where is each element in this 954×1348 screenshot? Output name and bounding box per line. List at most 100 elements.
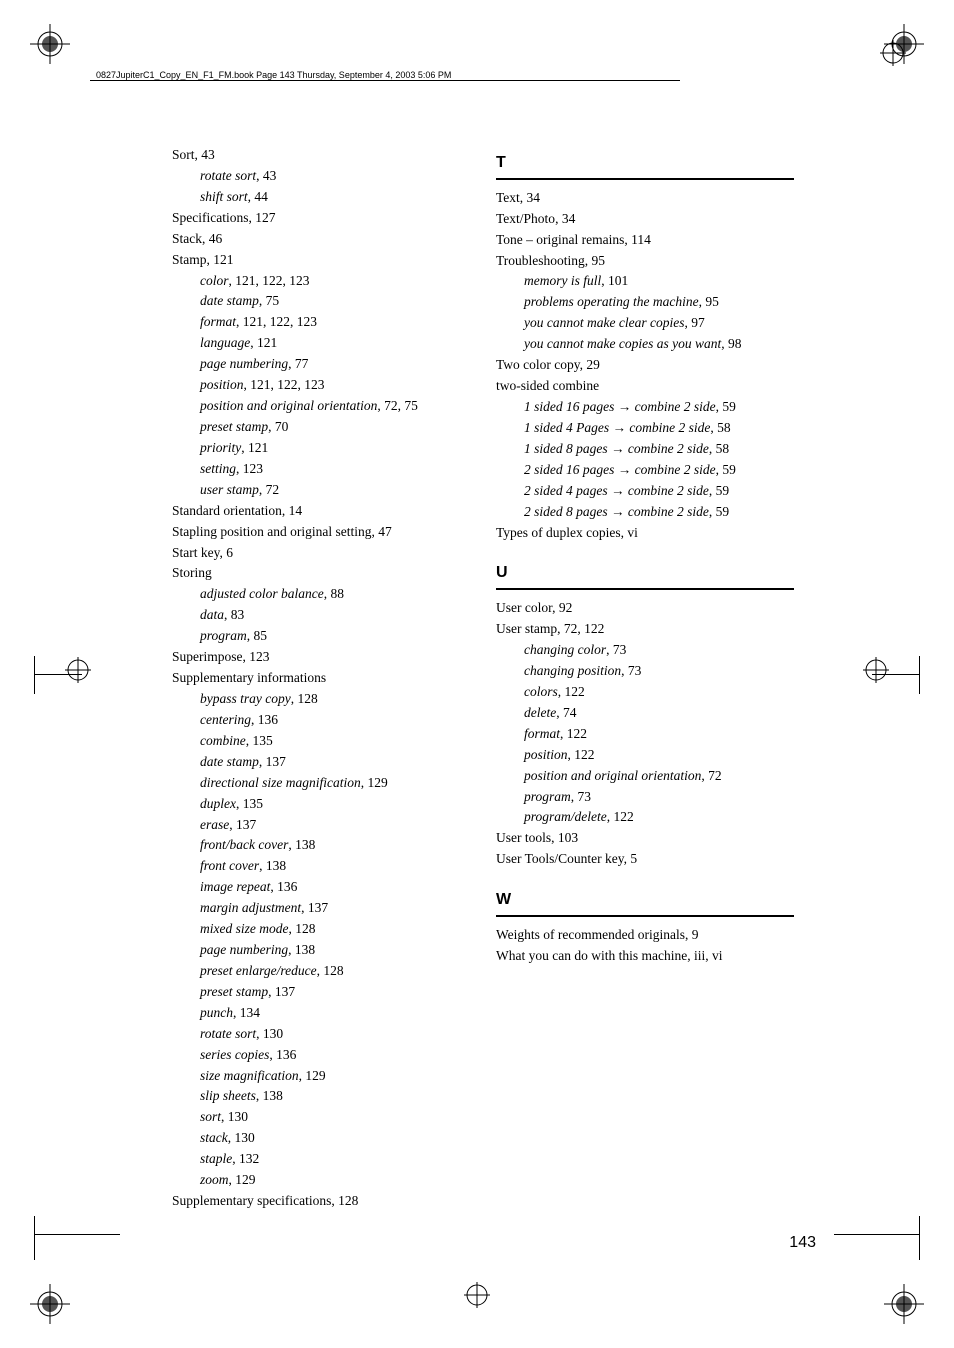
index-subentry: program, 73 <box>496 787 794 808</box>
index-entry: Sort, 43 <box>172 145 470 166</box>
registration-mark-icon <box>880 40 906 66</box>
index-entry: Start key, 6 <box>172 543 470 564</box>
index-subentry: position and original orientation, 72, 7… <box>172 396 470 417</box>
index-subentry: 2 sided 8 pages → combine 2 side, 59 <box>496 502 794 523</box>
index-subentry: adjusted color balance, 88 <box>172 584 470 605</box>
index-subentry: slip sheets, 138 <box>172 1086 470 1107</box>
index-subentry: rotate sort, 43 <box>172 166 470 187</box>
index-subentry: bypass tray copy, 128 <box>172 689 470 710</box>
trim-rule <box>34 1234 120 1235</box>
index-entry: Troubleshooting, 95 <box>496 251 794 272</box>
index-subentry: front cover, 138 <box>172 856 470 877</box>
index-subentry: punch, 134 <box>172 1003 470 1024</box>
index-entry: User tools, 103 <box>496 828 794 849</box>
index-entry: two-sided combine <box>496 376 794 397</box>
index-section-heading: T <box>496 151 794 176</box>
index-subentry: changing color, 73 <box>496 640 794 661</box>
index-subentry: delete, 74 <box>496 703 794 724</box>
index-subentry: program, 85 <box>172 626 470 647</box>
index-subentry: changing position, 73 <box>496 661 794 682</box>
index-subentry: sort, 130 <box>172 1107 470 1128</box>
index-subentry: preset stamp, 137 <box>172 982 470 1003</box>
index-entry: Two color copy, 29 <box>496 355 794 376</box>
index-subentry: data, 83 <box>172 605 470 626</box>
index-subentry: date stamp, 75 <box>172 291 470 312</box>
index-subentry: format, 122 <box>496 724 794 745</box>
index-subentry: stack, 130 <box>172 1128 470 1149</box>
index-entry: User stamp, 72, 122 <box>496 619 794 640</box>
index-subentry: page numbering, 138 <box>172 940 470 961</box>
trim-rule <box>919 1216 920 1260</box>
registration-mark-icon <box>464 1282 490 1308</box>
index-subentry: language, 121 <box>172 333 470 354</box>
index-entry: Text, 34 <box>496 188 794 209</box>
trim-rule <box>34 656 35 694</box>
index-entry: Supplementary specifications, 128 <box>172 1191 470 1212</box>
index-subentry: date stamp, 137 <box>172 752 470 773</box>
index-subentry: colors, 122 <box>496 682 794 703</box>
index-left-column: Sort, 43rotate sort, 43shift sort, 44Spe… <box>172 145 470 1212</box>
section-rule <box>496 178 794 180</box>
index-entry: Superimpose, 123 <box>172 647 470 668</box>
index-subentry: mixed size mode, 128 <box>172 919 470 940</box>
index-subentry: 2 sided 4 pages → combine 2 side, 59 <box>496 481 794 502</box>
index-subentry: memory is full, 101 <box>496 271 794 292</box>
trim-rule <box>34 1216 35 1260</box>
index-subentry: margin adjustment, 137 <box>172 898 470 919</box>
crop-mark-bottom-left <box>30 1284 70 1324</box>
index-subentry: size magnification, 129 <box>172 1066 470 1087</box>
index-entry: Weights of recommended originals, 9 <box>496 925 794 946</box>
index-entry: Text/Photo, 34 <box>496 209 794 230</box>
index-subentry: erase, 137 <box>172 815 470 836</box>
index-subentry: position, 122 <box>496 745 794 766</box>
index-subentry: you cannot make copies as you want, 98 <box>496 334 794 355</box>
index-subentry: front/back cover, 138 <box>172 835 470 856</box>
index-subentry: preset stamp, 70 <box>172 417 470 438</box>
index-entry: Stamp, 121 <box>172 250 470 271</box>
registration-mark-icon <box>863 657 889 683</box>
index-entry: User Tools/Counter key, 5 <box>496 849 794 870</box>
index-subentry: problems operating the machine, 95 <box>496 292 794 313</box>
index-subentry: shift sort, 44 <box>172 187 470 208</box>
index-subentry: page numbering, 77 <box>172 354 470 375</box>
index-subentry: combine, 135 <box>172 731 470 752</box>
index-subentry: staple, 132 <box>172 1149 470 1170</box>
index-subentry: you cannot make clear copies, 97 <box>496 313 794 334</box>
index-subentry: setting, 123 <box>172 459 470 480</box>
index-subentry: format, 121, 122, 123 <box>172 312 470 333</box>
index-entry: Tone – original remains, 114 <box>496 230 794 251</box>
trim-rule <box>34 674 82 675</box>
index-subentry: priority, 121 <box>172 438 470 459</box>
index-subentry: centering, 136 <box>172 710 470 731</box>
index-entry: Types of duplex copies, vi <box>496 523 794 544</box>
index-subentry: 1 sided 16 pages → combine 2 side, 59 <box>496 397 794 418</box>
index-subentry: image repeat, 136 <box>172 877 470 898</box>
index-entry: Storing <box>172 563 470 584</box>
index-section-heading: U <box>496 561 794 586</box>
index-body: Sort, 43rotate sort, 43shift sort, 44Spe… <box>172 145 794 1212</box>
index-subentry: program/delete, 122 <box>496 807 794 828</box>
trim-rule <box>834 1234 920 1235</box>
index-subentry: 1 sided 4 Pages → combine 2 side, 58 <box>496 418 794 439</box>
crop-mark-bottom-right <box>884 1284 924 1324</box>
index-entry: What you can do with this machine, iii, … <box>496 946 794 967</box>
trim-rule <box>872 674 920 675</box>
section-rule <box>496 915 794 917</box>
index-entry: Supplementary informations <box>172 668 470 689</box>
index-subentry: color, 121, 122, 123 <box>172 271 470 292</box>
index-entry: Specifications, 127 <box>172 208 470 229</box>
index-subentry: user stamp, 72 <box>172 480 470 501</box>
index-subentry: series copies, 136 <box>172 1045 470 1066</box>
index-entry: User color, 92 <box>496 598 794 619</box>
index-entry: Standard orientation, 14 <box>172 501 470 522</box>
crop-mark-top-left <box>30 24 70 64</box>
index-subentry: duplex, 135 <box>172 794 470 815</box>
header-rule <box>90 80 680 81</box>
index-right-column: T Text, 34Text/Photo, 34Tone – original r… <box>496 145 794 1212</box>
index-subentry: preset enlarge/reduce, 128 <box>172 961 470 982</box>
index-subentry: zoom, 129 <box>172 1170 470 1191</box>
section-rule <box>496 588 794 590</box>
index-subentry: 1 sided 8 pages → combine 2 side, 58 <box>496 439 794 460</box>
index-section-heading: W <box>496 888 794 913</box>
registration-mark-icon <box>65 657 91 683</box>
